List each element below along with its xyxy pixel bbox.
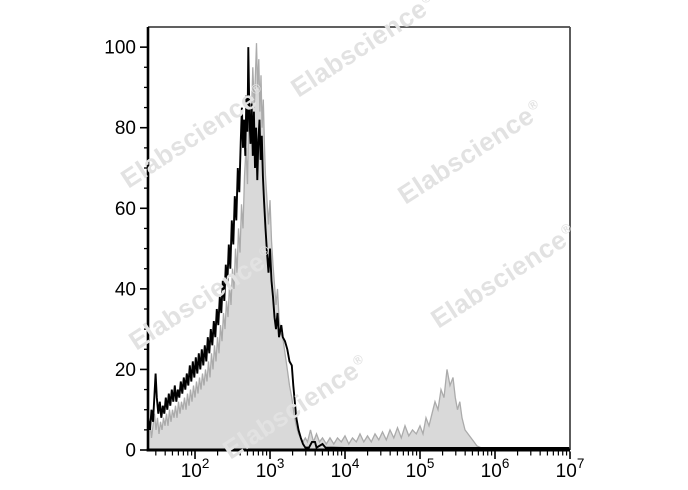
x-tick-label: 107 — [556, 456, 585, 482]
y-tick-label: 0 — [125, 441, 136, 462]
y-tick-label: 20 — [115, 360, 136, 381]
plot-border — [148, 26, 571, 450]
gray-filled-histogram-outline — [147, 43, 570, 450]
black-line-histogram — [147, 47, 570, 450]
gray-filled-histogram-fill — [148, 43, 570, 450]
x-tick-label: 105 — [406, 456, 435, 482]
y-axis: 0 20 40 60 80 100 — [104, 27, 150, 462]
x-tick-label: 106 — [481, 456, 510, 482]
x-tick-label: 102 — [181, 456, 210, 482]
x-tick-label: 104 — [331, 456, 360, 482]
y-tick-label: 40 — [115, 279, 136, 300]
x-tick-label: 103 — [256, 456, 285, 482]
y-tick-label: 60 — [115, 199, 136, 220]
y-tick-label: 100 — [104, 38, 136, 59]
x-axis: 102 103 104 105 106 107 — [146, 448, 585, 482]
series-layer — [147, 43, 570, 450]
y-tick-label: 80 — [115, 118, 136, 139]
